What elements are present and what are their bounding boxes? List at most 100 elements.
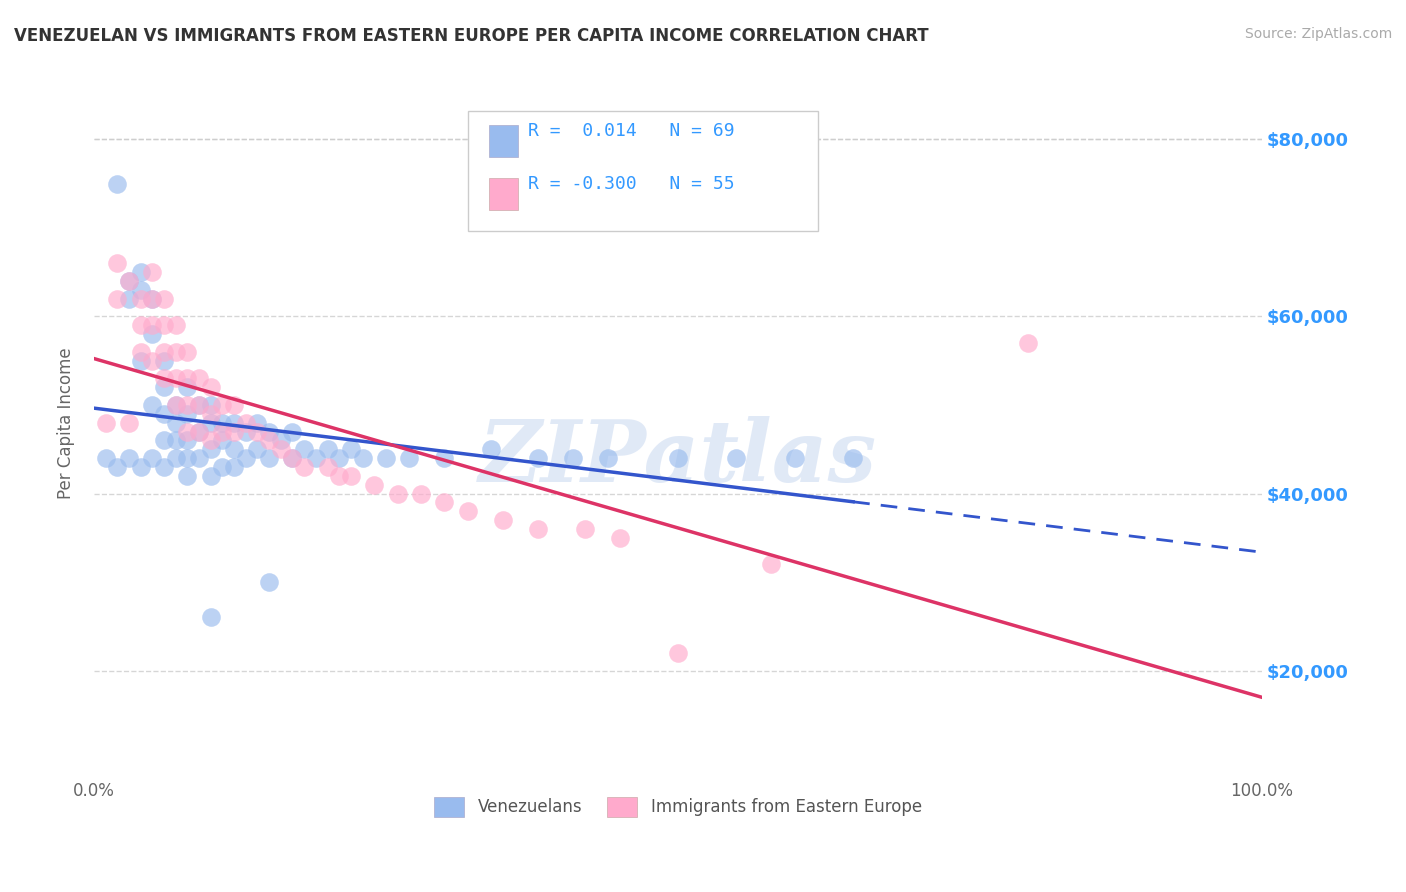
Point — [118, 416, 141, 430]
Point — [105, 292, 128, 306]
Text: VENEZUELAN VS IMMIGRANTS FROM EASTERN EUROPE PER CAPITA INCOME CORRELATION CHART: VENEZUELAN VS IMMIGRANTS FROM EASTERN EU… — [14, 27, 929, 45]
Point — [374, 451, 396, 466]
Point — [141, 353, 163, 368]
Point — [141, 318, 163, 333]
Point — [105, 177, 128, 191]
Point — [352, 451, 374, 466]
Point — [200, 442, 222, 457]
Point — [153, 292, 176, 306]
Point — [257, 451, 280, 466]
Point — [200, 610, 222, 624]
Point — [141, 398, 163, 412]
Point — [118, 451, 141, 466]
Point — [200, 380, 222, 394]
Point — [842, 451, 865, 466]
Point — [153, 460, 176, 475]
Point — [129, 344, 152, 359]
Point — [129, 353, 152, 368]
Point — [246, 425, 269, 439]
Point — [596, 451, 619, 466]
Point — [141, 292, 163, 306]
Point — [222, 398, 245, 412]
Point — [409, 486, 432, 500]
Point — [257, 575, 280, 590]
Point — [129, 292, 152, 306]
Point — [328, 468, 350, 483]
Text: ZIPatlas: ZIPatlas — [479, 417, 877, 500]
Point — [257, 434, 280, 448]
Point — [141, 327, 163, 342]
Point — [176, 434, 198, 448]
Point — [292, 460, 315, 475]
Point — [211, 398, 233, 412]
Point — [1017, 336, 1039, 351]
Point — [783, 451, 806, 466]
Point — [188, 451, 211, 466]
Point — [235, 451, 257, 466]
Point — [165, 344, 187, 359]
Point — [305, 451, 328, 466]
Point — [188, 425, 211, 439]
Legend: Venezuelans, Immigrants from Eastern Europe: Venezuelans, Immigrants from Eastern Eur… — [426, 789, 929, 825]
Point — [211, 416, 233, 430]
Point — [387, 486, 409, 500]
Point — [176, 425, 198, 439]
Point — [153, 380, 176, 394]
Y-axis label: Per Capita Income: Per Capita Income — [58, 347, 75, 499]
Point — [398, 451, 420, 466]
Point — [165, 416, 187, 430]
Point — [129, 318, 152, 333]
Point — [433, 495, 456, 509]
Point — [257, 425, 280, 439]
Point — [165, 451, 187, 466]
Point — [200, 468, 222, 483]
Point — [118, 292, 141, 306]
Point — [235, 425, 257, 439]
Point — [246, 442, 269, 457]
Point — [200, 407, 222, 421]
Point — [328, 451, 350, 466]
Point — [457, 504, 479, 518]
Point — [141, 265, 163, 279]
Point — [141, 292, 163, 306]
Point — [433, 451, 456, 466]
Point — [129, 265, 152, 279]
Point — [153, 353, 176, 368]
Point — [270, 442, 292, 457]
Point — [188, 398, 211, 412]
Point — [211, 425, 233, 439]
Point — [153, 371, 176, 385]
Point — [153, 318, 176, 333]
Point — [211, 434, 233, 448]
Text: R =  0.014   N = 69: R = 0.014 N = 69 — [529, 122, 735, 140]
Point — [246, 416, 269, 430]
Point — [165, 398, 187, 412]
Bar — [489, 125, 517, 157]
Text: Source: ZipAtlas.com: Source: ZipAtlas.com — [1244, 27, 1392, 41]
Point — [561, 451, 583, 466]
Point — [94, 416, 117, 430]
Point — [526, 522, 548, 536]
Point — [492, 513, 515, 527]
Point — [94, 451, 117, 466]
Bar — [489, 178, 517, 211]
Point — [153, 344, 176, 359]
Point — [666, 451, 689, 466]
Point — [165, 318, 187, 333]
Point — [165, 398, 187, 412]
Point — [222, 442, 245, 457]
Point — [176, 344, 198, 359]
Point — [188, 398, 211, 412]
Point — [479, 442, 502, 457]
Point — [316, 442, 339, 457]
Point — [118, 274, 141, 288]
Point — [574, 522, 596, 536]
Point — [165, 371, 187, 385]
Point — [129, 460, 152, 475]
Point — [129, 283, 152, 297]
Point — [176, 468, 198, 483]
Point — [141, 451, 163, 466]
Point — [176, 407, 198, 421]
Point — [176, 371, 198, 385]
Point — [235, 416, 257, 430]
